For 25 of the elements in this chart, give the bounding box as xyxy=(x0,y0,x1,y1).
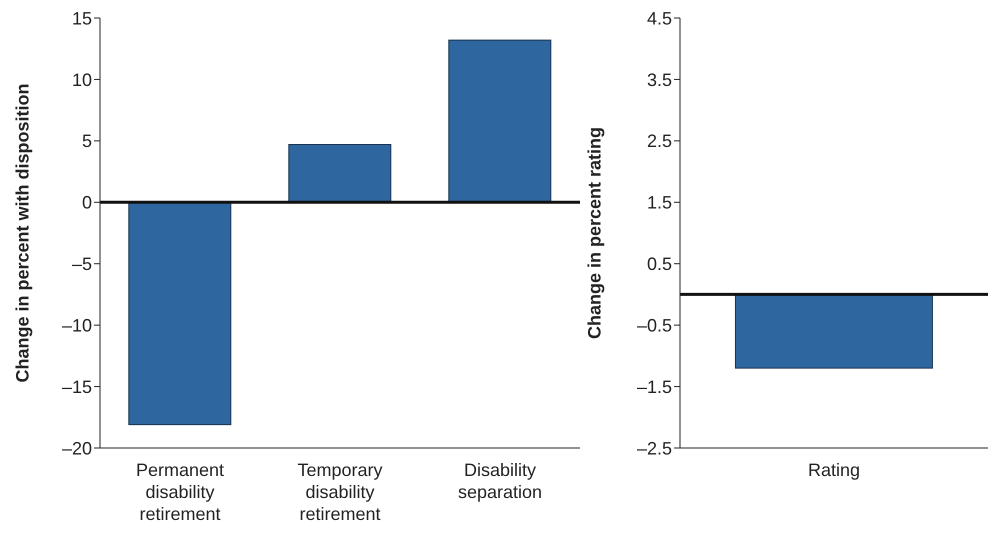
y-tick-label: 0.5 xyxy=(646,254,672,274)
bar xyxy=(288,144,392,203)
y-tick-label: 1.5 xyxy=(646,192,672,213)
x-tick-label: Disability separation xyxy=(458,460,542,502)
bar xyxy=(448,40,552,203)
y-tick-label: –2.5 xyxy=(636,438,672,458)
y-tick-label: –0.5 xyxy=(636,316,672,336)
x-tick-label: Rating xyxy=(808,460,860,480)
y-tick-label: –15 xyxy=(62,376,92,397)
x-tick-label: Permanent disability retirement xyxy=(136,460,224,524)
y-tick-label: –10 xyxy=(62,316,92,336)
y-tick-label: 0 xyxy=(82,192,92,213)
y-tick-label: 5 xyxy=(82,131,92,152)
y-tick-label: 2.5 xyxy=(646,131,672,152)
y-tick-label: 3.5 xyxy=(646,70,672,90)
y-tick-label: 10 xyxy=(72,70,92,90)
y-tick-label: –1.5 xyxy=(636,376,672,397)
y-tick-label: 15 xyxy=(72,8,92,28)
y-tick-label: –5 xyxy=(72,254,92,274)
bar xyxy=(128,202,232,426)
y-axis-title: Change in percent with disposition xyxy=(12,83,32,383)
y-tick-label: 4.5 xyxy=(646,8,672,28)
y-axis-title: Change in percent rating xyxy=(584,126,604,340)
y-tick-label: –20 xyxy=(62,438,92,458)
x-tick-label: Temporary disability retirement xyxy=(297,460,383,524)
